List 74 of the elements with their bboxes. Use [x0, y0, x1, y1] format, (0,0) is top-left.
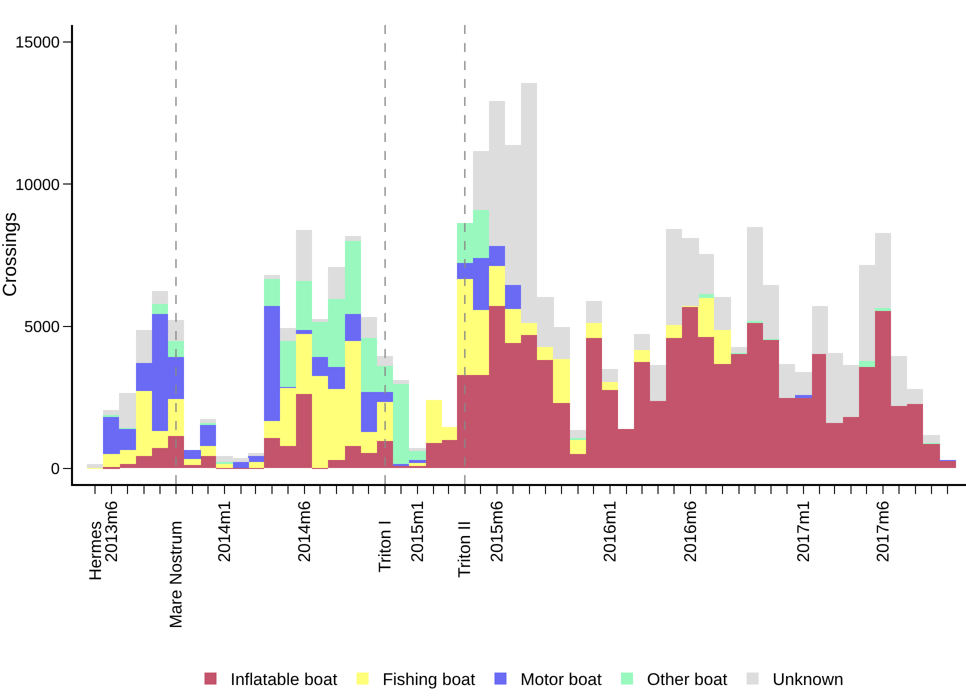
y-tick-label: 5000 [24, 318, 60, 336]
ref-line-label: Mare Nostrum [166, 520, 186, 628]
y-tick-label: 10000 [15, 176, 60, 194]
bar [233, 462, 249, 468]
bar [136, 330, 152, 363]
bar [264, 279, 280, 306]
x-tick-label: 2015m6 [488, 500, 507, 562]
bar [586, 323, 602, 338]
y-tick-label: 0 [50, 460, 60, 478]
bar [248, 462, 264, 468]
bar [296, 330, 312, 334]
bar [650, 365, 666, 401]
legend-label: Inflatable boat [230, 670, 338, 690]
bar [409, 448, 426, 451]
bar [602, 369, 618, 382]
bar [361, 317, 377, 338]
y-tick-label: 15000 [15, 34, 60, 52]
bar [409, 460, 426, 463]
bar [923, 435, 940, 443]
bar [248, 453, 264, 456]
x-tick-label: 2017m6 [874, 500, 893, 562]
bar [634, 334, 650, 350]
bar [200, 446, 216, 456]
legend-label: Unknown [772, 670, 844, 690]
bar [345, 236, 361, 241]
legend-label: Other boat [647, 670, 728, 690]
bar [634, 350, 650, 362]
bar [875, 308, 891, 311]
legend-label: Motor boat [520, 670, 602, 690]
bar [296, 230, 312, 281]
bar [87, 464, 103, 468]
bar [409, 463, 426, 466]
x-tick-label: 2013m6 [102, 500, 122, 562]
bar [280, 341, 296, 387]
bar [570, 430, 586, 438]
x-tick-label: 2014m6 [294, 500, 314, 562]
bar [602, 382, 618, 390]
bar [168, 341, 184, 357]
ref-line-label: Triton I [376, 520, 395, 573]
bar [152, 304, 168, 314]
x-tick-label: 2017m1 [794, 500, 813, 562]
bar [570, 439, 586, 454]
x-tick-label: 2014m1 [215, 500, 234, 562]
text: Hermes [86, 521, 105, 581]
bar [200, 419, 216, 423]
bar [795, 395, 812, 398]
bar [248, 456, 264, 462]
bar [312, 319, 328, 322]
bar [216, 464, 233, 468]
bar [184, 459, 201, 465]
bar [345, 314, 361, 341]
legend-label: Fishing boat [382, 670, 476, 690]
bar [586, 301, 602, 323]
bar [328, 267, 345, 299]
bar [200, 424, 216, 446]
x-tick-label: 2016m1 [600, 500, 620, 562]
bar [280, 328, 296, 341]
bar [264, 275, 280, 279]
bar [152, 291, 168, 304]
bar [698, 294, 714, 298]
bar [859, 361, 875, 367]
bar [666, 325, 682, 338]
ref-line-label: Triton II [454, 520, 474, 578]
bar [731, 347, 747, 353]
x-tick-label: 2016m6 [680, 500, 700, 562]
y-axis-title: Crossings [0, 212, 21, 297]
bar [377, 356, 393, 366]
bar [505, 285, 521, 309]
bar [184, 450, 201, 459]
bar [393, 380, 409, 384]
x-tick-label: 2015m1 [408, 500, 427, 562]
bar [714, 297, 731, 330]
bar [168, 320, 184, 341]
bar [489, 266, 505, 306]
